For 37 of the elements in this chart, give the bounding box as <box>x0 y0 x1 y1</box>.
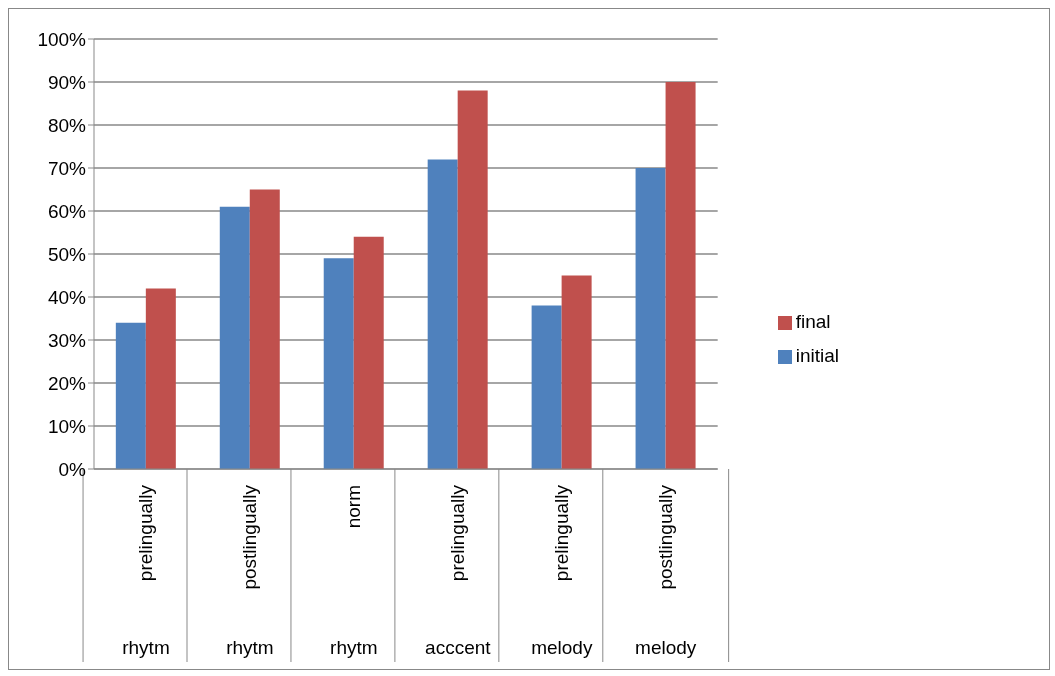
bar <box>115 322 146 469</box>
legend-label: initial <box>795 345 839 366</box>
text: rhytm <box>122 637 170 658</box>
bar <box>531 305 562 469</box>
bar <box>665 82 696 469</box>
bar <box>353 236 384 469</box>
y-tick-label: 20% <box>47 372 87 394</box>
bar <box>323 258 354 469</box>
bar <box>145 288 176 469</box>
x-tick-label: postlingually <box>239 484 261 590</box>
x-tick-label: prelingually <box>135 484 157 582</box>
bar <box>635 168 666 469</box>
bar <box>457 90 488 469</box>
y-tick-label: 30% <box>47 329 87 351</box>
text: melody <box>531 637 593 658</box>
y-tick-label: 60% <box>47 200 87 222</box>
bar <box>561 275 592 469</box>
legend-label: final <box>795 311 831 332</box>
y-tick-label: 40% <box>47 286 87 308</box>
text: acccent <box>425 637 492 658</box>
y-tick-label: 10% <box>47 415 87 437</box>
y-tick-label: 70% <box>47 157 87 179</box>
y-tick-label: 100% <box>37 28 87 50</box>
y-tick-label: 90% <box>47 71 87 93</box>
text: melody <box>635 637 697 658</box>
y-tick-label: 50% <box>47 243 87 265</box>
text: rhytm <box>330 637 378 658</box>
bar <box>427 159 458 469</box>
bar <box>219 206 250 469</box>
bar <box>249 189 280 469</box>
x-tick-label: prelingually <box>551 484 573 582</box>
y-tick-label: 0% <box>58 458 87 480</box>
y-tick-label: 80% <box>47 114 87 136</box>
x-tick-label: prelingually <box>447 484 469 582</box>
x-tick-label: postlingually <box>655 484 677 590</box>
x-tick-label: norm <box>343 485 365 529</box>
text: rhytm <box>226 637 274 658</box>
